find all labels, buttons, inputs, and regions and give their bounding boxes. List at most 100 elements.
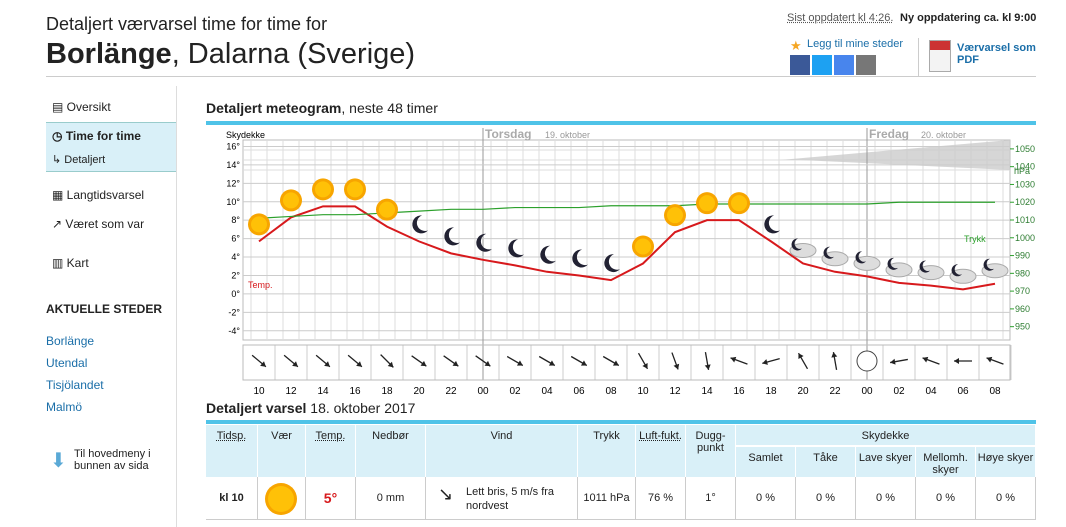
moon <box>855 251 866 264</box>
moon <box>951 264 962 277</box>
wind-arrow <box>283 354 299 368</box>
series-line <box>258 205 996 291</box>
menu-item[interactable]: ▤ Oversikt <box>52 100 111 114</box>
wind-arrow <box>922 356 940 365</box>
sun-core <box>635 238 651 255</box>
moon <box>604 254 620 273</box>
sidebar-rule <box>176 86 177 527</box>
cell: 1011 hPa <box>578 477 636 520</box>
day-date: 19. oktober <box>545 130 590 140</box>
y2-tick-label: 960 <box>1015 304 1030 314</box>
cell: 76 % <box>636 477 686 520</box>
y-tick-label: 10° <box>226 197 240 207</box>
moon <box>572 249 588 268</box>
arrow-head <box>890 358 896 365</box>
arrow-head <box>548 360 555 366</box>
moon <box>791 238 802 251</box>
y2-tick-label: 1040 <box>1015 162 1035 172</box>
x-tick-label: 12 <box>669 386 681 397</box>
share-icons <box>790 55 880 75</box>
cell: 0 % <box>976 477 1036 520</box>
sun-core <box>667 207 683 224</box>
arrow-head <box>612 360 619 366</box>
place-link[interactable]: Malmö <box>46 400 83 414</box>
menu-item-active[interactable]: ◷ Time for time <box>46 122 176 149</box>
x-tick-label: 14 <box>701 386 713 397</box>
arrow-head <box>922 356 929 363</box>
moon <box>412 215 428 234</box>
place: Borlänge <box>46 38 172 70</box>
arrow-head <box>387 361 394 368</box>
bottom-link[interactable]: Til hovedmeny i bunnen av sida <box>74 448 151 472</box>
updated: Sist oppdatert kl 4:26. <box>787 12 894 24</box>
rule <box>206 420 1036 424</box>
wind-arrow <box>954 358 972 364</box>
sun-core <box>379 201 395 218</box>
moon <box>983 258 994 271</box>
cell: 0 mm <box>356 477 426 520</box>
y2-tick-label: 1030 <box>1015 179 1035 189</box>
sun-core <box>699 195 715 212</box>
cloud-band <box>780 140 1010 170</box>
x-tick-label: 00 <box>861 386 873 397</box>
x-tick-label: 00 <box>477 386 489 397</box>
moon <box>919 260 930 273</box>
legend-entry: Temp. <box>248 280 273 290</box>
sun-core <box>731 195 747 212</box>
sub-header: Samlet <box>736 446 796 477</box>
x-tick-label: 02 <box>893 386 905 397</box>
arrow-head <box>762 359 768 365</box>
cloud <box>821 251 849 267</box>
wind-arrow <box>347 354 363 368</box>
place-link[interactable]: Borlänge <box>46 334 95 348</box>
menu-subitem[interactable]: ↳ Detaljert <box>46 149 176 172</box>
sidebar: ▤ Oversikt ◷ Time for time ↳ Detaljert ▦… <box>46 86 176 527</box>
x-tick-label: 06 <box>573 386 585 397</box>
pdf-link[interactable]: Værvarsel som PDF <box>957 42 1036 66</box>
x-tick-label: 10 <box>637 386 649 397</box>
x-tick-label: 08 <box>605 386 617 397</box>
moon <box>887 257 898 270</box>
sun-core <box>251 216 267 233</box>
menu-item[interactable]: ↗ Været som var <box>52 217 145 231</box>
wind-arrow <box>602 355 620 367</box>
x-tick-label: 02 <box>509 386 521 397</box>
sun-icon <box>268 486 294 512</box>
sky-label: Skydekke <box>226 130 265 140</box>
x-tick-label: 22 <box>829 386 841 397</box>
arrow-head <box>730 356 737 363</box>
wind-arrow <box>380 354 394 368</box>
meteogram-title: Detaljert meteogram <box>206 100 342 116</box>
moon <box>764 215 780 234</box>
x-tick-label: 18 <box>381 386 393 397</box>
y-tick-label: -2° <box>228 307 240 317</box>
x-tick-label: 18 <box>765 386 777 397</box>
y-tick-label: 4° <box>231 252 240 262</box>
place-link[interactable]: Tisjölandet <box>46 378 104 392</box>
wind-arrow <box>443 355 459 367</box>
x-tick-label: 08 <box>989 386 1001 397</box>
add-place[interactable]: Legg til mine steder <box>807 38 903 50</box>
wind-arrow <box>671 352 680 370</box>
arrow-head <box>954 358 959 364</box>
wind-arrow <box>704 352 711 370</box>
menu-item[interactable]: ▦ Langtidsvarsel <box>52 188 145 202</box>
y-tick-label: 2° <box>231 270 240 280</box>
wind-arrow <box>475 355 491 367</box>
wind-arrow <box>538 355 556 367</box>
day-name: Fredag <box>869 127 909 141</box>
menu-item[interactable]: ▥ Kart <box>52 256 89 270</box>
wind-arrow <box>797 352 809 370</box>
cloud <box>853 255 881 271</box>
legend-entry: Trykk <box>964 234 986 244</box>
moon <box>823 246 834 259</box>
arrow-head <box>986 356 993 363</box>
x-tick-label: 20 <box>413 386 425 397</box>
place-link[interactable]: Utendal <box>46 356 88 370</box>
cell: kl 10 <box>206 477 258 520</box>
y-tick-label: 6° <box>231 234 240 244</box>
cloud <box>789 243 817 259</box>
places-title: AKTUELLE STEDER <box>46 302 163 316</box>
y-tick-label: 0° <box>231 289 240 299</box>
